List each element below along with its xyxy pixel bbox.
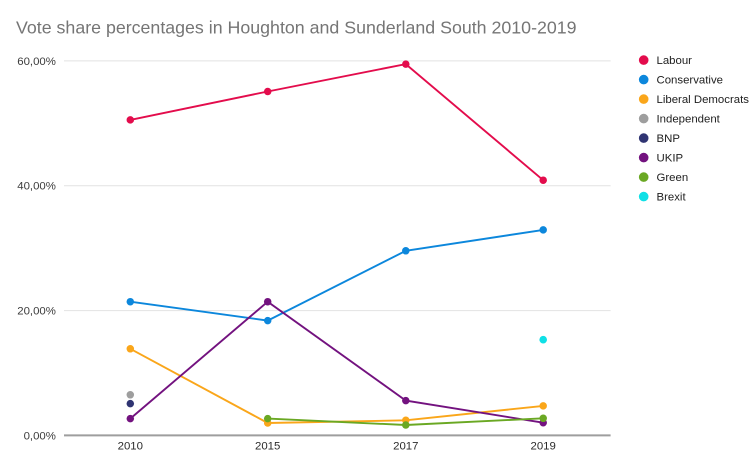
svg-text:Conservative: Conservative — [657, 75, 723, 87]
svg-text:UKIP: UKIP — [657, 153, 684, 165]
svg-text:Brexit: Brexit — [657, 192, 687, 204]
svg-text:0,00%: 0,00% — [24, 430, 56, 442]
svg-text:Green: Green — [657, 172, 689, 184]
svg-text:60,00%: 60,00% — [17, 56, 56, 68]
svg-text:Liberal Democrats: Liberal Democrats — [657, 94, 750, 106]
svg-text:Labour: Labour — [657, 55, 693, 67]
svg-text:2019: 2019 — [531, 441, 556, 453]
svg-text:BNP: BNP — [657, 133, 680, 145]
svg-text:2017: 2017 — [393, 441, 418, 453]
svg-text:2010: 2010 — [118, 441, 143, 453]
svg-text:Vote share percentages in Houg: Vote share percentages in Houghton and S… — [16, 18, 577, 38]
svg-text:40,00%: 40,00% — [17, 181, 56, 193]
svg-text:2015: 2015 — [255, 441, 280, 453]
svg-text:Independent: Independent — [657, 114, 721, 126]
svg-text:20,00%: 20,00% — [17, 306, 56, 318]
